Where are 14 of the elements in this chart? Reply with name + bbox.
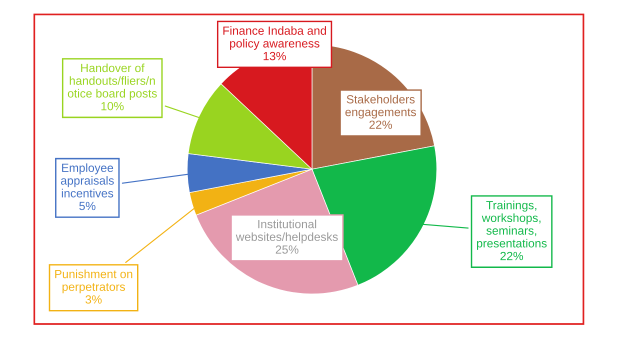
data-label: 22% (500, 252, 524, 260)
slice-label: Stakeholders engagements (345, 94, 416, 119)
slice-label: Institutional websites/helpdesks (236, 220, 338, 244)
slice-label: Handover of handouts/fliers/n otice board posts (68, 64, 157, 100)
data-label: 13% (264, 52, 286, 60)
data-label: 22% (369, 120, 392, 129)
slice-label: Finance Indaba and policy awareness (223, 26, 326, 50)
slice-label: Punishment on perpetrators (55, 270, 132, 294)
slice-label: Trainings, workshops, seminars, presentations (477, 200, 547, 250)
data-label: 5% (79, 202, 96, 210)
data-label: 10% (101, 102, 124, 110)
slice-label: Employee appraisals incentives (60, 163, 114, 198)
data-label: 25% (276, 245, 298, 254)
data-label: 3% (86, 295, 102, 304)
